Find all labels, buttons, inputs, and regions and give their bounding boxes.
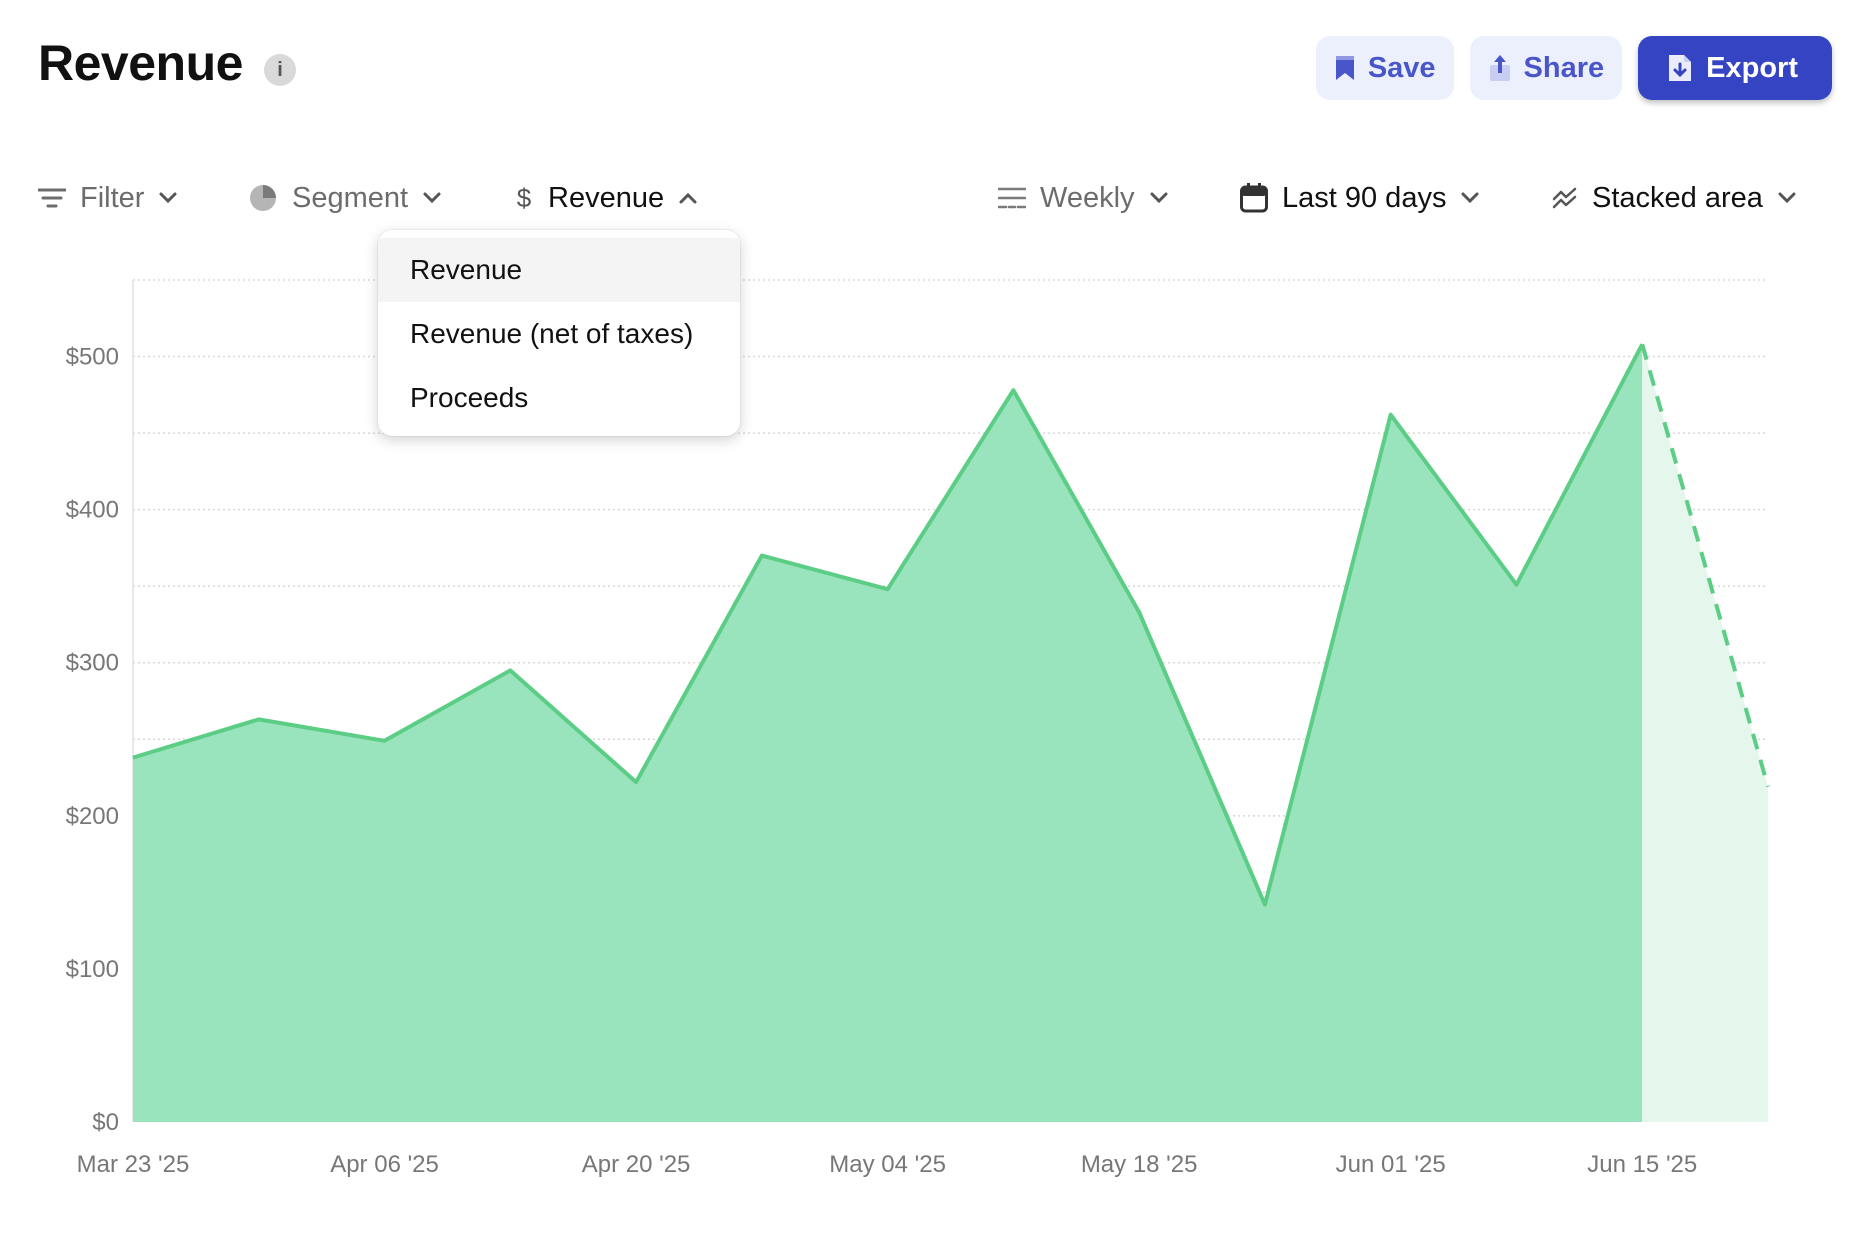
x-tick-label: May 18 '25 [1081,1151,1198,1178]
metric-dropdown-menu: Revenue Revenue (net of taxes) Proceeds [378,230,740,436]
projected-line [1640,343,1770,788]
chevron-up-icon [679,192,697,204]
page-title: Revenue [38,35,243,91]
filter-icon [38,188,66,208]
share-button[interactable]: Share [1469,36,1623,100]
dropdown-option[interactable]: Revenue (net of taxes) [410,318,694,349]
x-tick-label: Jun 01 '25 [1336,1151,1446,1178]
bookmark-icon [1335,56,1354,80]
segment-label: Segment [292,181,409,214]
chart-toolbar: Filter Segment $ Revenue Weekly Last 90 … [38,170,1834,226]
chevron-down-icon [1778,192,1796,204]
chart-type-dropdown[interactable]: Stacked area [1552,170,1797,226]
page-header: Revenue i Save Share Export [38,30,1832,110]
y-tick-label: $400 [66,497,119,524]
export-button[interactable]: Export [1638,36,1832,100]
calendar-icon [1240,183,1268,213]
x-tick-label: Jun 15 '25 [1587,1151,1697,1178]
chevron-down-icon [1461,192,1479,204]
chevron-down-icon [1150,192,1168,204]
interval-label: Weekly [1040,181,1135,214]
interval-icon [998,187,1026,209]
date-range-label: Last 90 days [1282,181,1447,214]
chart-lines [132,343,1770,907]
save-label: Save [1367,51,1436,84]
date-range-dropdown[interactable]: Last 90 days [1240,170,1480,226]
segment-dropdown[interactable]: Segment [248,170,442,226]
header-actions: Save Share Export [1315,36,1832,100]
export-label: Export [1706,51,1798,84]
projected-area [1642,344,1768,1122]
upload-icon [1489,55,1510,81]
chart-type-icon [1552,187,1577,209]
chart-areas [133,344,1768,1122]
y-tick-label: $0 [92,1109,119,1136]
revenue-line [132,343,1645,907]
export-file-icon [1669,55,1692,81]
metric-label: Revenue [548,181,665,214]
x-tick-label: Apr 06 '25 [330,1151,439,1178]
filter-label: Filter [80,181,145,214]
pie-chart-icon [250,185,276,211]
info-icon[interactable]: i [264,54,296,86]
y-tick-label: $200 [66,803,119,830]
chart-type-label: Stacked area [1592,181,1763,214]
y-tick-label: $100 [66,956,119,983]
x-tick-label: Mar 23 '25 [77,1151,190,1178]
x-tick-label: Apr 20 '25 [582,1151,691,1178]
chevron-down-icon [159,192,177,204]
x-axis-ticks: Mar 23 '25 Apr 06 '25 Apr 20 '25 May 04 '25… [77,1151,1698,1178]
y-tick-label: $500 [66,344,119,371]
filter-dropdown[interactable]: Filter [38,170,178,226]
metric-dropdown[interactable]: $ Revenue [514,170,698,226]
interval-dropdown[interactable]: Weekly [998,170,1169,226]
y-tick-label: $300 [66,650,119,677]
dropdown-option[interactable]: Proceeds [410,382,529,413]
save-button[interactable]: Save [1315,36,1454,100]
dollar-icon: $ [516,182,532,213]
x-tick-label: May 04 '25 [829,1151,946,1178]
chevron-down-icon [423,192,441,204]
y-axis-ticks: $0 $100 $200 $300 $400 $500 [66,344,119,1136]
revenue-area [133,344,1643,1122]
revenue-area-chart[interactable]: $0 $100 $200 $300 $400 $500 Mar 23 '25 Apr 06 … [0,260,1872,1220]
dropdown-option[interactable]: Revenue [378,238,740,302]
share-label: Share [1523,51,1605,84]
